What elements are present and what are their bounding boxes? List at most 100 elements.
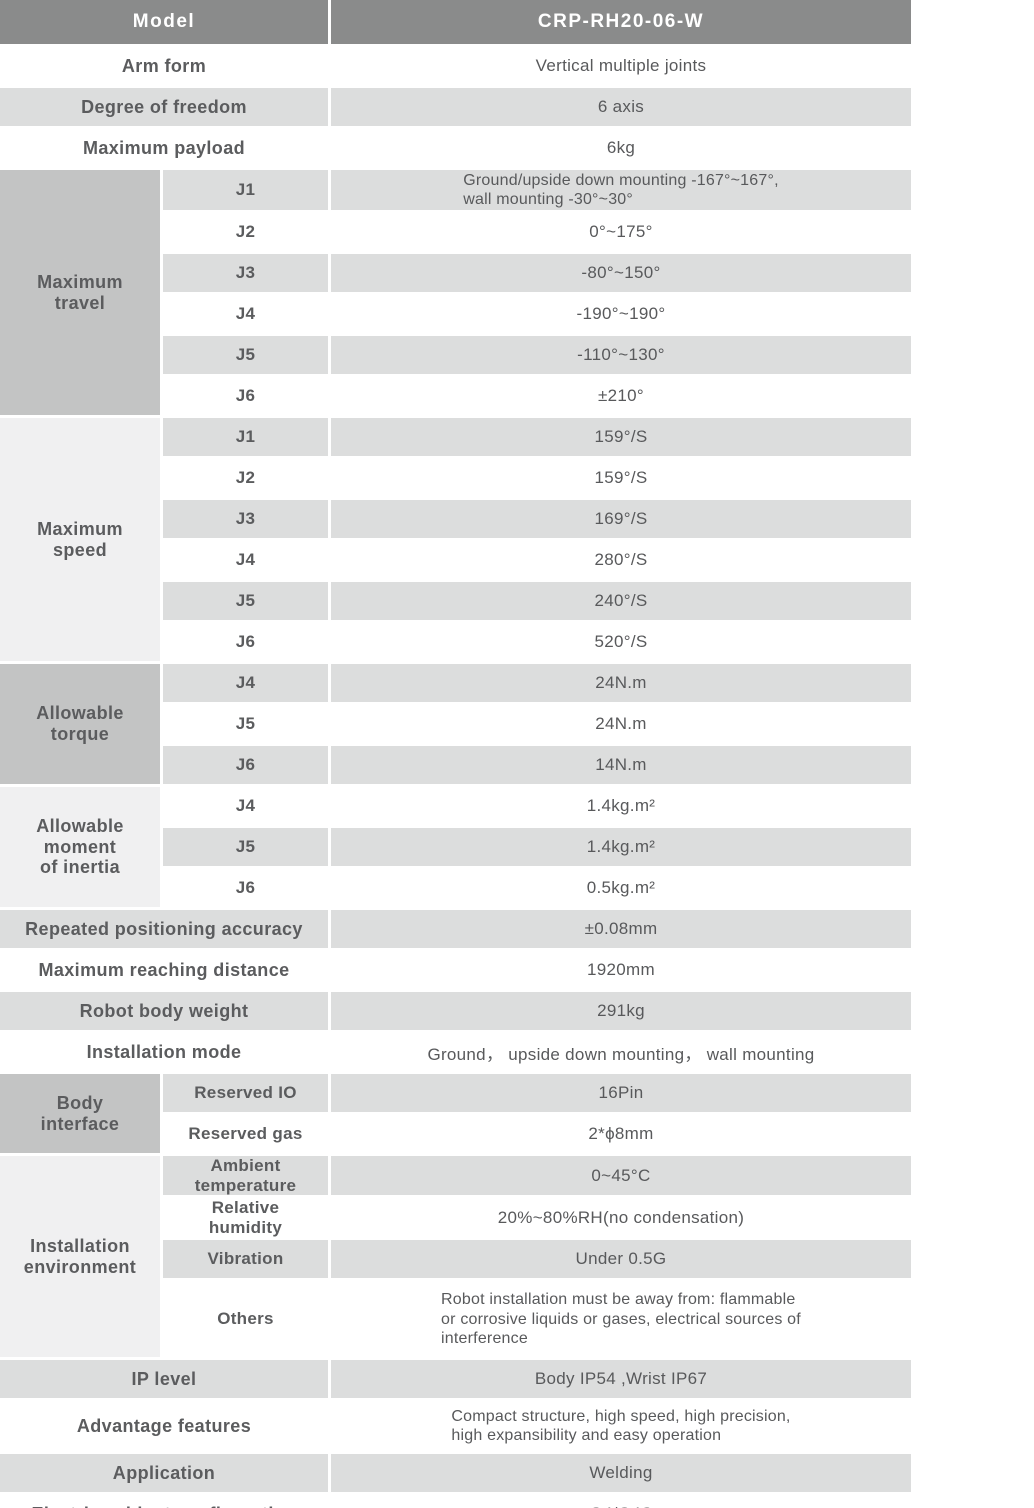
table-row: J3 169°/S — [0, 500, 911, 538]
sub-label: Reserved gas — [163, 1115, 328, 1153]
row-value: Ground， upside down mounting， wall mount… — [331, 1033, 911, 1071]
table-row: Maximum payload 6kg — [0, 129, 911, 167]
row-value-text: Robot installation must be away from: fl… — [441, 1291, 801, 1347]
table-row: Repeated positioning accuracy ±0.08mm — [0, 910, 911, 948]
table-row: Body interface Reserved IO 16Pin — [0, 1074, 911, 1153]
row-value: Ground/upside down mounting -167°~167°, … — [331, 170, 911, 210]
row-value: 520°/S — [331, 623, 911, 661]
row-value: ±210° — [331, 377, 911, 415]
row-value: 159°/S — [331, 459, 911, 497]
joint-label: J5 — [163, 336, 328, 374]
row-value: 240°/S — [331, 582, 911, 620]
table-row: Allowable moment of inertia J4 1.4kg.m² — [0, 787, 911, 907]
joint-label: J4 — [163, 541, 328, 579]
row-label: Installation mode — [0, 1033, 328, 1071]
row-value: 280°/S — [331, 541, 911, 579]
row-value: 291kg — [331, 992, 911, 1030]
row-value: 0~45°C — [331, 1156, 911, 1196]
table-row: J6 0.5kg.m² — [0, 869, 911, 907]
group-label: Installation environment — [0, 1156, 160, 1358]
sub-label: Reserved IO — [163, 1074, 328, 1112]
table-row: J6 520°/S — [0, 623, 911, 661]
row-label: Maximum reaching distance — [0, 951, 328, 989]
model-header-value: CRP-RH20-06-W — [331, 0, 911, 44]
joint-label: J2 — [163, 213, 328, 251]
joint-label: J6 — [163, 746, 328, 784]
joint-label: J5 — [163, 582, 328, 620]
row-value: Body IP54 ,Wrist IP67 — [331, 1360, 911, 1399]
table-row: Application Welding — [0, 1454, 911, 1493]
table-row: J2 159°/S — [0, 459, 911, 497]
table-row: Allowable torque J4 24N.m — [0, 664, 911, 784]
row-value: Welding — [331, 1454, 911, 1493]
joint-label: J4 — [163, 295, 328, 333]
joint-label: J1 — [163, 418, 328, 456]
table-row: J5 1.4kg.m² — [0, 828, 911, 866]
table-row: Installation mode Ground， upside down mo… — [0, 1033, 911, 1071]
group-label: Allowable moment of inertia — [0, 787, 160, 907]
table-row: J5 -110°~130° — [0, 336, 911, 374]
row-value: 159°/S — [331, 418, 911, 456]
row-label: Degree of freedom — [0, 88, 328, 126]
group-label: Maximum travel — [0, 170, 160, 415]
row-value: 24N.m — [331, 664, 911, 702]
sub-label: Vibration — [163, 1240, 328, 1279]
table-row: J5 240°/S — [0, 582, 911, 620]
table-row: Reserved gas 2*ϕ8mm — [0, 1115, 911, 1153]
table-row: J4 280°/S — [0, 541, 911, 579]
row-value: Robot installation must be away from: fl… — [331, 1281, 911, 1358]
joint-label: J4 — [163, 787, 328, 825]
row-label: Advantage features — [0, 1401, 328, 1452]
row-value: -110°~130° — [331, 336, 911, 374]
table-row: J6 ±210° — [0, 377, 911, 415]
joint-label: J5 — [163, 705, 328, 743]
row-value: 1.4kg.m² — [331, 787, 911, 825]
row-value: Compact structure, high speed, high prec… — [331, 1401, 911, 1452]
row-value: 2*ϕ8mm — [331, 1115, 911, 1153]
row-value: -190°~190° — [331, 295, 911, 333]
table-row: J6 14N.m — [0, 746, 911, 784]
row-label: Electric cabinet configuration — [0, 1495, 328, 1508]
table-row: Others Robot installation must be away f… — [0, 1281, 911, 1358]
sub-label: Others — [163, 1281, 328, 1358]
row-label: Application — [0, 1454, 328, 1493]
row-value: 0.5kg.m² — [331, 869, 911, 907]
table-row: J2 0°~175° — [0, 213, 911, 251]
joint-label: J3 — [163, 254, 328, 292]
spec-table: Model CRP-RH20-06-W Arm form Vertical mu… — [0, 0, 911, 1508]
row-value: 1920mm — [331, 951, 911, 989]
row-value: 169°/S — [331, 500, 911, 538]
table-row: Relative humidity 20%~80%RH(no condensat… — [0, 1198, 911, 1238]
joint-label: J6 — [163, 623, 328, 661]
table-row: Vibration Under 0.5G — [0, 1240, 911, 1279]
row-value: ±0.08mm — [331, 910, 911, 948]
row-value: -80°~150° — [331, 254, 911, 292]
table-row: J3 -80°~150° — [0, 254, 911, 292]
row-value: 24N.m — [331, 705, 911, 743]
model-header-label: Model — [0, 0, 328, 44]
joint-label: J5 — [163, 828, 328, 866]
row-value: 0°~175° — [331, 213, 911, 251]
table-row: Advantage features Compact structure, hi… — [0, 1401, 911, 1452]
row-label: IP level — [0, 1360, 328, 1399]
joint-label: J6 — [163, 377, 328, 415]
row-value: Under 0.5G — [331, 1240, 911, 1279]
row-value: Vertical multiple joints — [331, 47, 911, 85]
table-row: Robot body weight 291kg — [0, 992, 911, 1030]
sub-label: Ambient temperature — [163, 1156, 328, 1196]
row-value-text: Compact structure, high speed, high prec… — [451, 1408, 791, 1445]
sub-label: Relative humidity — [163, 1198, 328, 1238]
group-label: Maximum speed — [0, 418, 160, 661]
joint-label: J3 — [163, 500, 328, 538]
row-value: 6 axis — [331, 88, 911, 126]
table-row: Maximum travel J1 Ground/upside down mou… — [0, 170, 911, 415]
table-row: J5 24N.m — [0, 705, 911, 743]
row-label: Maximum payload — [0, 129, 328, 167]
table-row: Degree of freedom 6 axis — [0, 88, 911, 126]
table-row: Electric cabinet configuration G4/G4S — [0, 1495, 911, 1508]
table-row: Installation environment Ambient tempera… — [0, 1156, 911, 1358]
joint-label: J4 — [163, 664, 328, 702]
table-row: Maximum reaching distance 1920mm — [0, 951, 911, 989]
table-row: J4 -190°~190° — [0, 295, 911, 333]
